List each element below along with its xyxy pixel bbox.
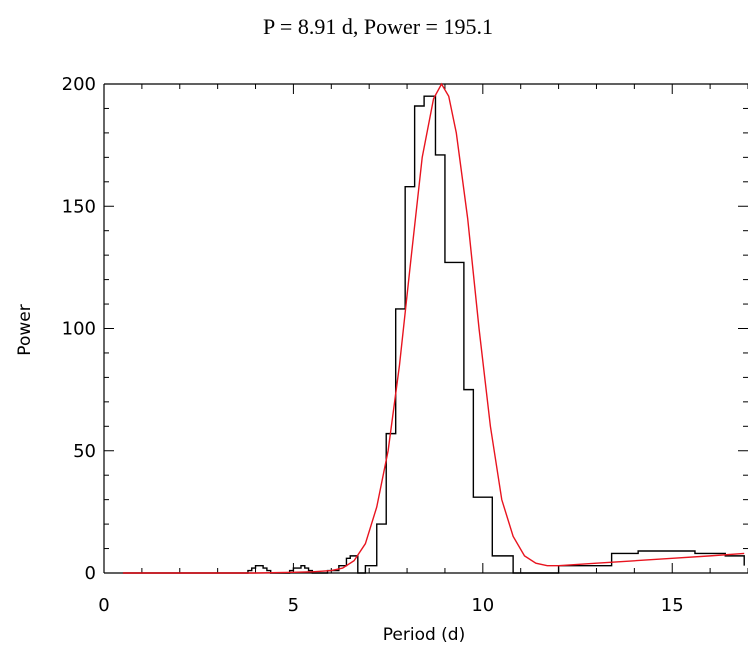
y-tick-label: 150 xyxy=(62,196,96,217)
x-tick-label: 0 xyxy=(98,595,109,616)
y-tick-label: 0 xyxy=(85,563,96,584)
y-tick-label: 50 xyxy=(73,441,96,462)
y-tick-label: 200 xyxy=(62,74,96,95)
y-tick-label: 100 xyxy=(62,319,96,340)
x-tick-label: 5 xyxy=(288,595,299,616)
y-axis-label: Power xyxy=(15,304,35,355)
x-tick-label: 15 xyxy=(661,595,684,616)
x-tick-label: 10 xyxy=(471,595,494,616)
fit-curve-series xyxy=(122,82,745,574)
chart-title: P = 8.91 d, Power = 195.1 xyxy=(263,14,493,39)
x-axis-label: Period (d) xyxy=(383,625,465,645)
histogram-step-series xyxy=(122,95,745,574)
